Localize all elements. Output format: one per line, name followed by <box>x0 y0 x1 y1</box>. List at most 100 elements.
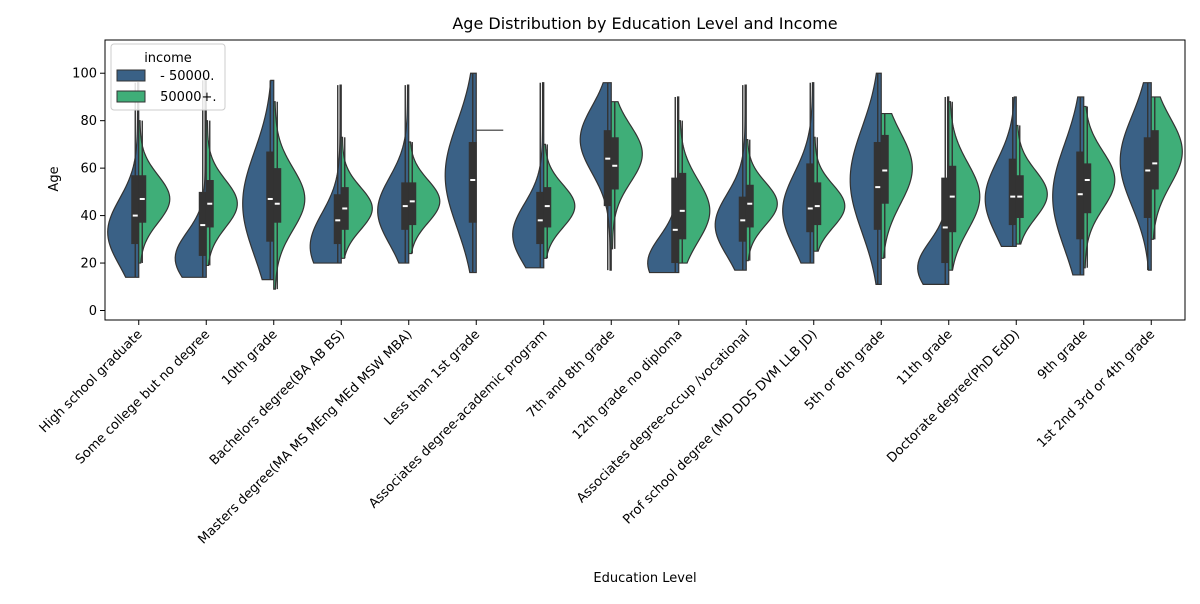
violin-half <box>1119 82 1152 271</box>
y-tick-label: 80 <box>80 114 97 129</box>
violin-iqr-box <box>745 184 754 228</box>
violin-body <box>377 84 410 264</box>
violin-body <box>512 82 545 269</box>
violin-half <box>309 84 342 264</box>
violin-half <box>273 101 306 290</box>
violin-half <box>813 136 846 252</box>
violin-body <box>984 96 1017 248</box>
violin-body <box>1052 96 1085 276</box>
violin-iqr-box <box>941 177 950 264</box>
violin-iqr-box <box>1150 130 1159 190</box>
violin-half <box>579 82 612 271</box>
violin-iqr-box <box>1143 137 1152 218</box>
violin-iqr-box <box>198 191 207 256</box>
violin-body <box>408 141 441 255</box>
chart-title: Age Distribution by Education Level and … <box>452 14 837 33</box>
plot-area <box>107 72 1183 290</box>
y-tick-label: 60 <box>80 162 97 177</box>
violin-half <box>948 101 981 271</box>
violin-body <box>948 101 981 271</box>
violin-half <box>444 72 477 274</box>
y-tick-label: 0 <box>89 304 97 319</box>
legend-swatch-high <box>116 90 146 103</box>
violin-half <box>543 143 576 259</box>
violin-body <box>1119 82 1152 271</box>
violin-body <box>813 136 846 252</box>
violin-half <box>1015 124 1048 245</box>
violin-half <box>678 120 711 264</box>
violin-half <box>849 72 882 286</box>
violin-half <box>714 84 747 271</box>
violin-half <box>880 112 913 259</box>
violin-half <box>107 82 140 278</box>
violin-half <box>647 96 680 274</box>
violin-iqr-box <box>131 175 140 245</box>
legend-swatch-low <box>116 69 146 82</box>
x-tick-label: 10th grade <box>219 327 280 388</box>
violin-iqr-box <box>806 163 815 233</box>
violin-iqr-box <box>948 165 957 233</box>
violin-body <box>579 82 612 271</box>
violin-body <box>138 120 171 264</box>
violin-half <box>917 96 950 286</box>
x-tick-label: 9th grade <box>1035 327 1091 383</box>
violin-iqr-box <box>813 182 822 226</box>
violin-half <box>782 82 815 264</box>
violin-body <box>205 120 238 267</box>
violin-body <box>444 72 477 274</box>
violin-half <box>610 101 643 250</box>
violin-iqr-box <box>880 134 889 204</box>
violin-iqr-box <box>266 151 275 242</box>
violin-body <box>880 112 913 259</box>
violin-iqr-box <box>738 196 747 242</box>
violin-half <box>138 120 171 264</box>
violin-iqr-box <box>273 168 282 223</box>
violin-half <box>377 84 410 264</box>
violin-half <box>745 139 778 262</box>
violin-iqr-box <box>1008 158 1017 226</box>
violin-half <box>242 79 275 281</box>
legend-label-high: 50000+. <box>156 90 217 105</box>
violin-body <box>1150 96 1183 240</box>
violin-iqr-box <box>610 137 619 190</box>
violin-iqr-box <box>678 172 687 240</box>
legend: income - 50000. 50000+. <box>110 43 226 111</box>
violin-iqr-box <box>873 142 882 230</box>
violin-body <box>610 101 643 250</box>
y-tick-label: 40 <box>80 209 97 224</box>
violin-body <box>849 72 882 286</box>
violin-iqr-box <box>1083 163 1092 214</box>
x-tick-label: Doctorate degree(PhD EdD) <box>884 327 1023 466</box>
x-tick-label: 11th grade <box>894 327 955 388</box>
violin-iqr-box <box>543 187 552 228</box>
violin-iqr-box <box>536 191 545 245</box>
violin-body <box>543 143 576 259</box>
x-axis-label: Education Level <box>593 571 696 586</box>
violin-iqr-box <box>333 194 342 245</box>
y-axis-label: Age <box>47 166 62 191</box>
violin-half <box>1052 96 1085 276</box>
violin-body <box>714 84 747 271</box>
violin-iqr-box <box>408 182 417 226</box>
violin-half <box>1083 105 1116 269</box>
x-tick-label: 12th grade no diploma <box>570 327 686 443</box>
legend-label-low: - 50000. <box>156 69 214 84</box>
violin-half <box>340 136 373 259</box>
x-tick-label: 1st 2nd 3rd or 4th grade <box>1034 327 1158 451</box>
x-tick-label: Bachelors degree(BA AB BS) <box>207 327 348 468</box>
violin-body <box>340 136 373 259</box>
violin-iqr-box <box>671 177 680 264</box>
y-tick-label: 20 <box>80 257 97 272</box>
violin-half <box>984 96 1017 248</box>
violin-half <box>408 141 441 255</box>
violin-iqr-box <box>468 142 477 223</box>
violin-half <box>205 120 238 267</box>
violin-half <box>1150 96 1183 240</box>
x-tick-label: Some college but no degree <box>73 327 213 467</box>
violin-half <box>512 82 545 269</box>
y-tick-label: 100 <box>72 67 97 82</box>
plot-frame <box>104 39 1186 321</box>
violin-iqr-box <box>1076 151 1085 240</box>
